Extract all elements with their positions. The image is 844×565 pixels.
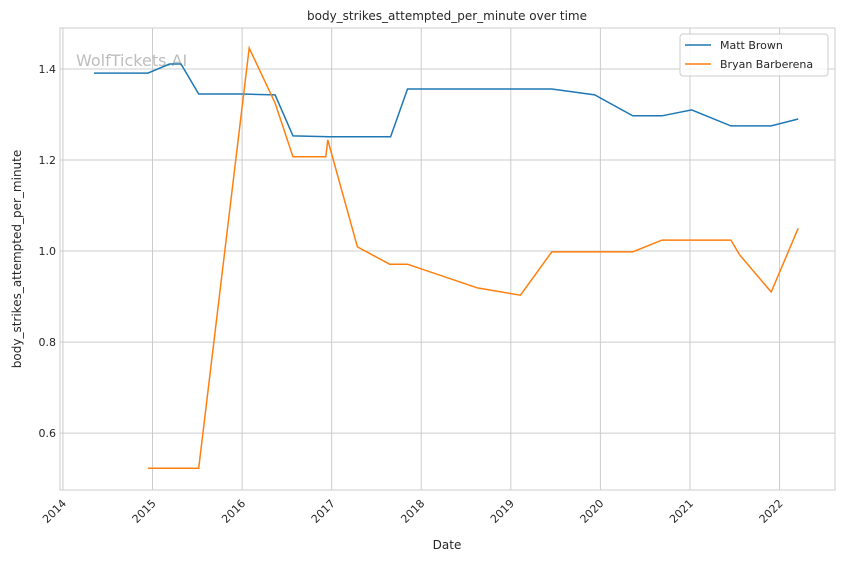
x-tick-label: 2019 xyxy=(488,497,517,526)
y-axis-label: body_strikes_attempted_per_minute xyxy=(10,150,24,368)
x-tick-label: 2017 xyxy=(309,497,338,526)
y-tick-label: 1.2 xyxy=(39,154,57,167)
legend: Matt Brown Bryan Barberena xyxy=(680,34,828,76)
chart-title: body_strikes_attempted_per_minute over t… xyxy=(307,9,587,23)
y-tick-label: 0.8 xyxy=(39,336,57,349)
legend-label-matt-brown: Matt Brown xyxy=(720,39,783,52)
x-tick-label: 2020 xyxy=(578,497,607,526)
series-line-bryan-barberena xyxy=(148,48,798,468)
y-tick-label: 1.0 xyxy=(39,245,57,258)
plot-frame xyxy=(60,28,835,490)
x-tick-label: 2014 xyxy=(40,497,69,526)
x-axis-label: Date xyxy=(433,538,462,552)
x-tick-label: 2022 xyxy=(757,497,786,526)
x-tick-label: 2021 xyxy=(667,497,696,526)
legend-label-bryan-barberena: Bryan Barberena xyxy=(720,58,813,71)
x-tick-label: 2018 xyxy=(398,497,427,526)
x-tick-label: 2016 xyxy=(219,497,248,526)
y-tick-label: 0.6 xyxy=(39,427,57,440)
x-tick-label: 2015 xyxy=(130,497,159,526)
y-tick-label: 1.4 xyxy=(39,63,57,76)
watermark: WolfTickets.AI xyxy=(76,51,187,70)
